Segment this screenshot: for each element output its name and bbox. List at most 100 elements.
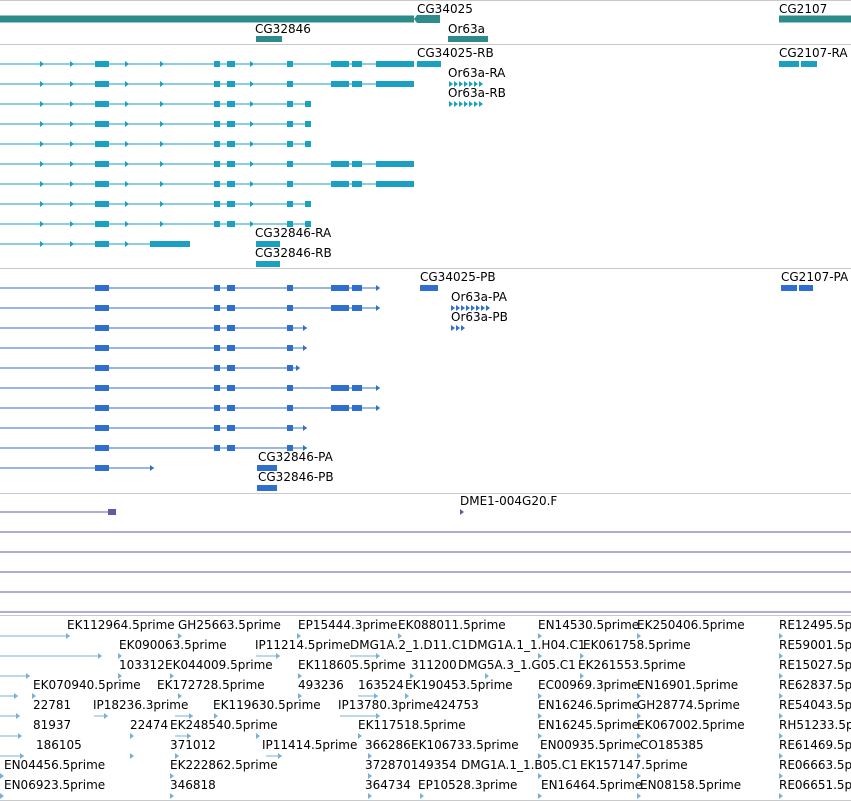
est-label[interactable]: EP10528.3prime xyxy=(418,778,518,792)
transcript-exon[interactable] xyxy=(95,241,109,247)
protein-exon[interactable] xyxy=(95,445,109,451)
est-arrow[interactable] xyxy=(538,733,542,739)
est-label[interactable]: RE61469.5p xyxy=(779,738,851,752)
est-label[interactable]: EK067002.5prime xyxy=(637,718,745,732)
protein-exon[interactable] xyxy=(95,305,109,311)
est-arrow[interactable] xyxy=(297,633,301,639)
est-label[interactable]: EN04456.5prime xyxy=(4,758,106,772)
transcript-strand-arrow[interactable] xyxy=(125,61,129,67)
transcript-exon[interactable] xyxy=(95,181,109,187)
est-label[interactable]: EK119630.5prime xyxy=(213,698,321,712)
transcript-strand-arrow[interactable] xyxy=(70,101,74,107)
transcript-strand-arrow[interactable] xyxy=(125,121,129,127)
protein-exon[interactable] xyxy=(287,445,293,451)
protein-exon[interactable] xyxy=(214,385,220,391)
transcript-exon[interactable] xyxy=(352,61,362,67)
transcript-exon[interactable] xyxy=(331,81,349,87)
transcript-strand-arrow[interactable] xyxy=(160,241,164,247)
est-label[interactable]: EN08158.5prime xyxy=(640,778,742,792)
est-arrow[interactable] xyxy=(637,773,641,779)
protein-end-arrow[interactable] xyxy=(376,285,380,291)
match-label-dme1-004g20-f[interactable]: DME1-004G20.F xyxy=(460,494,558,508)
transcript-strand-arrow[interactable] xyxy=(160,201,164,207)
protein-or63a-pa-exon[interactable] xyxy=(461,305,465,311)
est-arrow[interactable] xyxy=(170,793,174,799)
transcript-exon[interactable] xyxy=(214,181,220,187)
transcript-strand-arrow[interactable] xyxy=(160,161,164,167)
est-arrow[interactable] xyxy=(187,733,191,739)
est-arrow[interactable] xyxy=(538,693,542,699)
transcript-exon[interactable] xyxy=(95,161,109,167)
transcript-strand-arrow[interactable] xyxy=(40,141,44,147)
est-arrow[interactable] xyxy=(779,653,783,659)
transcript-strand-arrow[interactable] xyxy=(160,221,164,227)
est-arrow[interactable] xyxy=(779,713,783,719)
est-label[interactable]: EN16464.5prime xyxy=(541,778,643,792)
est-arrow[interactable] xyxy=(637,793,641,799)
est-label[interactable]: 372870149354 xyxy=(365,758,457,772)
est-arrow[interactable] xyxy=(104,713,108,719)
transcript-strand-arrow[interactable] xyxy=(70,241,74,247)
est-label[interactable]: EK157147.5prime xyxy=(580,758,688,772)
est-label[interactable]: IP18236.3prime xyxy=(93,698,189,712)
transcript-exon[interactable] xyxy=(227,221,235,227)
transcript-exon[interactable] xyxy=(305,201,311,207)
transcript-exon[interactable] xyxy=(331,181,349,187)
est-label[interactable]: EK250406.5prime xyxy=(637,618,745,632)
transcript-or63a-ra-exon[interactable] xyxy=(449,81,453,87)
protein-exon[interactable] xyxy=(227,385,235,391)
transcript-strand-arrow[interactable] xyxy=(70,141,74,147)
est-arrow[interactable] xyxy=(368,773,372,779)
est-arrow[interactable] xyxy=(538,653,542,659)
protein-exon[interactable] xyxy=(331,285,349,291)
transcript-label-or63a-ra[interactable]: Or63a-RA xyxy=(448,66,506,80)
est-label[interactable]: EK070940.5prime xyxy=(33,678,141,692)
protein-end-arrow[interactable] xyxy=(376,385,380,391)
est-arrow[interactable] xyxy=(779,733,783,739)
protein-end-arrow[interactable] xyxy=(303,445,307,451)
est-label[interactable]: EK061758.5prime xyxy=(583,638,691,652)
transcript-strand-arrow[interactable] xyxy=(125,101,129,107)
transcript-exon[interactable] xyxy=(227,141,235,147)
protein-exon[interactable] xyxy=(95,345,109,351)
transcript-exon[interactable] xyxy=(95,221,109,227)
est-arrow[interactable] xyxy=(779,633,783,639)
transcript-strand-arrow[interactable] xyxy=(250,61,254,67)
transcript-strand-arrow[interactable] xyxy=(40,121,44,127)
est-label[interactable]: 22781 xyxy=(33,698,72,712)
est-label[interactable]: RH51233.5p xyxy=(779,718,851,732)
transcript-strand-arrow[interactable] xyxy=(40,221,44,227)
transcript-exon[interactable] xyxy=(214,121,220,127)
protein-cg2107-pa-exon[interactable] xyxy=(799,285,813,291)
transcript-exon[interactable] xyxy=(95,81,109,87)
transcript-exon[interactable] xyxy=(150,241,190,247)
est-arrow[interactable] xyxy=(485,673,489,679)
est-label[interactable]: EC00969.3prime xyxy=(538,678,639,692)
protein-label-cg32846-pa[interactable]: CG32846-PA xyxy=(258,450,333,464)
est-label[interactable]: EP15444.3prime xyxy=(298,618,398,632)
protein-end-arrow[interactable] xyxy=(303,345,307,351)
transcript-exon[interactable] xyxy=(305,101,311,107)
protein-exon[interactable] xyxy=(352,405,362,411)
est-label[interactable]: 81937 xyxy=(33,718,72,732)
est-label[interactable]: RE12495.5p xyxy=(779,618,851,632)
est-arrow[interactable] xyxy=(538,773,542,779)
gene-cg34025-body[interactable] xyxy=(0,15,414,23)
protein-end-arrow[interactable] xyxy=(303,325,307,331)
protein-or63a-pa-exon[interactable] xyxy=(476,305,480,311)
est-arrow[interactable] xyxy=(580,673,584,679)
est-label[interactable]: 366286 xyxy=(365,738,411,752)
est-label[interactable]: IP13780.3prime xyxy=(338,698,434,712)
protein-exon[interactable] xyxy=(95,405,109,411)
transcript-exon[interactable] xyxy=(376,81,414,87)
transcript-exon[interactable] xyxy=(227,61,235,67)
transcript-cg32846-rb-exon[interactable] xyxy=(256,261,280,267)
transcript-exon[interactable] xyxy=(95,201,109,207)
transcript-exon[interactable] xyxy=(214,101,220,107)
protein-exon[interactable] xyxy=(287,365,293,371)
transcript-strand-arrow[interactable] xyxy=(70,81,74,87)
protein-exon[interactable] xyxy=(287,345,293,351)
transcript-strand-arrow[interactable] xyxy=(70,181,74,187)
transcript-or63a-rb-exon[interactable] xyxy=(469,101,473,107)
